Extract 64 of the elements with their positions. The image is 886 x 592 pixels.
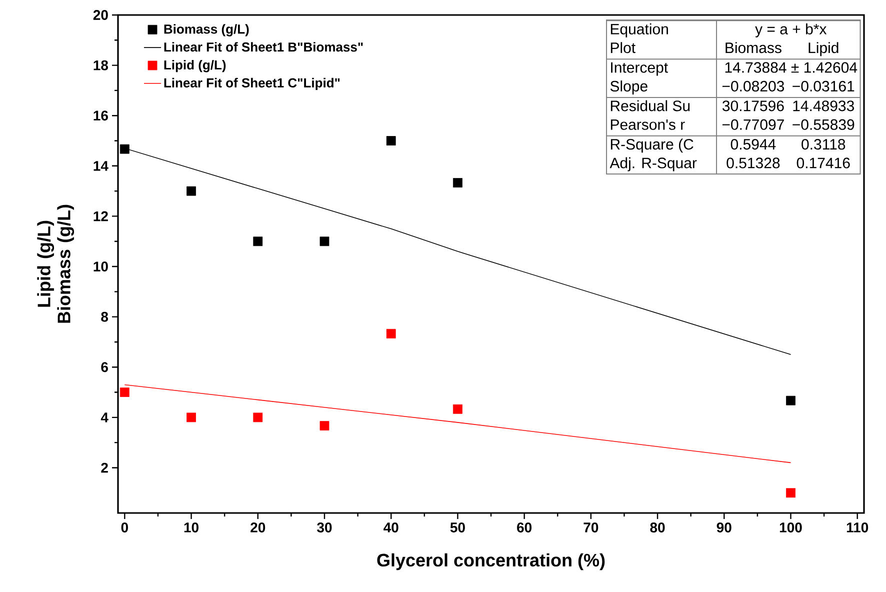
x-tick-label: 110	[846, 522, 868, 532]
annotation: 14.73884 ± 1.42604	[725, 62, 858, 73]
point	[186, 412, 196, 422]
point	[453, 178, 462, 188]
point	[453, 404, 462, 414]
legend-label: Linear Fit of Sheet1 B"Biomass"	[164, 42, 363, 52]
annotation: −0.03161	[792, 80, 854, 92]
x-tick-label: 40	[384, 522, 398, 532]
annotation: −0.77097	[722, 119, 784, 130]
y-axis-title: Lipid (g/L) Biomass (g/L)	[37, 204, 74, 323]
y-tick-label: 8	[101, 312, 108, 322]
x-axis-title: Glycerol concentration (%)	[377, 553, 605, 570]
x-tick-label: 70	[584, 522, 598, 532]
x-tick-label: 50	[450, 522, 465, 532]
y-tick-label: 6	[101, 362, 108, 372]
annotation: 14.48933	[793, 100, 854, 112]
annotation: y = a + b*x	[755, 23, 827, 38]
x-tick-label: 20	[250, 522, 266, 532]
annotation: Pearson's r	[610, 119, 685, 130]
y-tick-label: 4	[100, 412, 108, 422]
y-tick-label: 12	[94, 211, 108, 222]
y-tick-label: 20	[93, 10, 108, 20]
annotation: 0.17416	[796, 158, 850, 168]
annotation: 30.17596	[722, 100, 784, 112]
annotation: R-Square (C	[610, 138, 694, 153]
point	[186, 186, 196, 196]
point	[120, 388, 130, 397]
legend-label: Linear Fit of Sheet1 C"Lipid"	[164, 78, 340, 90]
y-tick-label: 18	[94, 60, 108, 70]
annotation: −0.55839	[792, 119, 854, 130]
annotation: 0.51328	[726, 158, 780, 168]
x-tick-label: 10	[184, 522, 198, 532]
annotation: Plot	[610, 42, 636, 54]
annotation: −0.08203	[722, 80, 784, 92]
annotation: Residual Su	[610, 100, 690, 112]
point	[386, 136, 396, 146]
x-tick-label: 80	[650, 522, 665, 532]
point	[253, 236, 263, 246]
x-tick-label: 30	[317, 522, 332, 532]
annotation: Slope	[610, 80, 648, 94]
legend-label: Biomass (g/L)	[164, 24, 249, 36]
annotation: Biomass	[726, 42, 782, 54]
x-tick-label: 0	[121, 522, 128, 532]
point	[320, 421, 330, 430]
point	[120, 144, 130, 154]
x-tick-label: 90	[716, 522, 732, 532]
annotation: Lipid	[808, 42, 838, 56]
annotation: 0.5944	[730, 138, 776, 150]
point	[386, 328, 396, 338]
point	[253, 412, 263, 422]
point	[786, 396, 796, 406]
y-tick-label: 10	[94, 262, 108, 272]
x-tick-label: 100	[780, 522, 802, 532]
y-tick-label: 14	[94, 161, 108, 171]
y-tick-label: 16	[94, 110, 108, 121]
y-tick-label: 2	[101, 462, 108, 473]
annotation: 0.3118	[802, 138, 846, 150]
x-tick-label: 60	[517, 522, 532, 532]
annotation: Equation	[610, 23, 668, 38]
point	[786, 488, 796, 498]
annotation: Intercept	[611, 62, 668, 76]
annotation: Adj. R-Squar	[610, 157, 697, 172]
point	[320, 236, 330, 246]
legend-label: Lipid (g/L)	[164, 60, 226, 72]
